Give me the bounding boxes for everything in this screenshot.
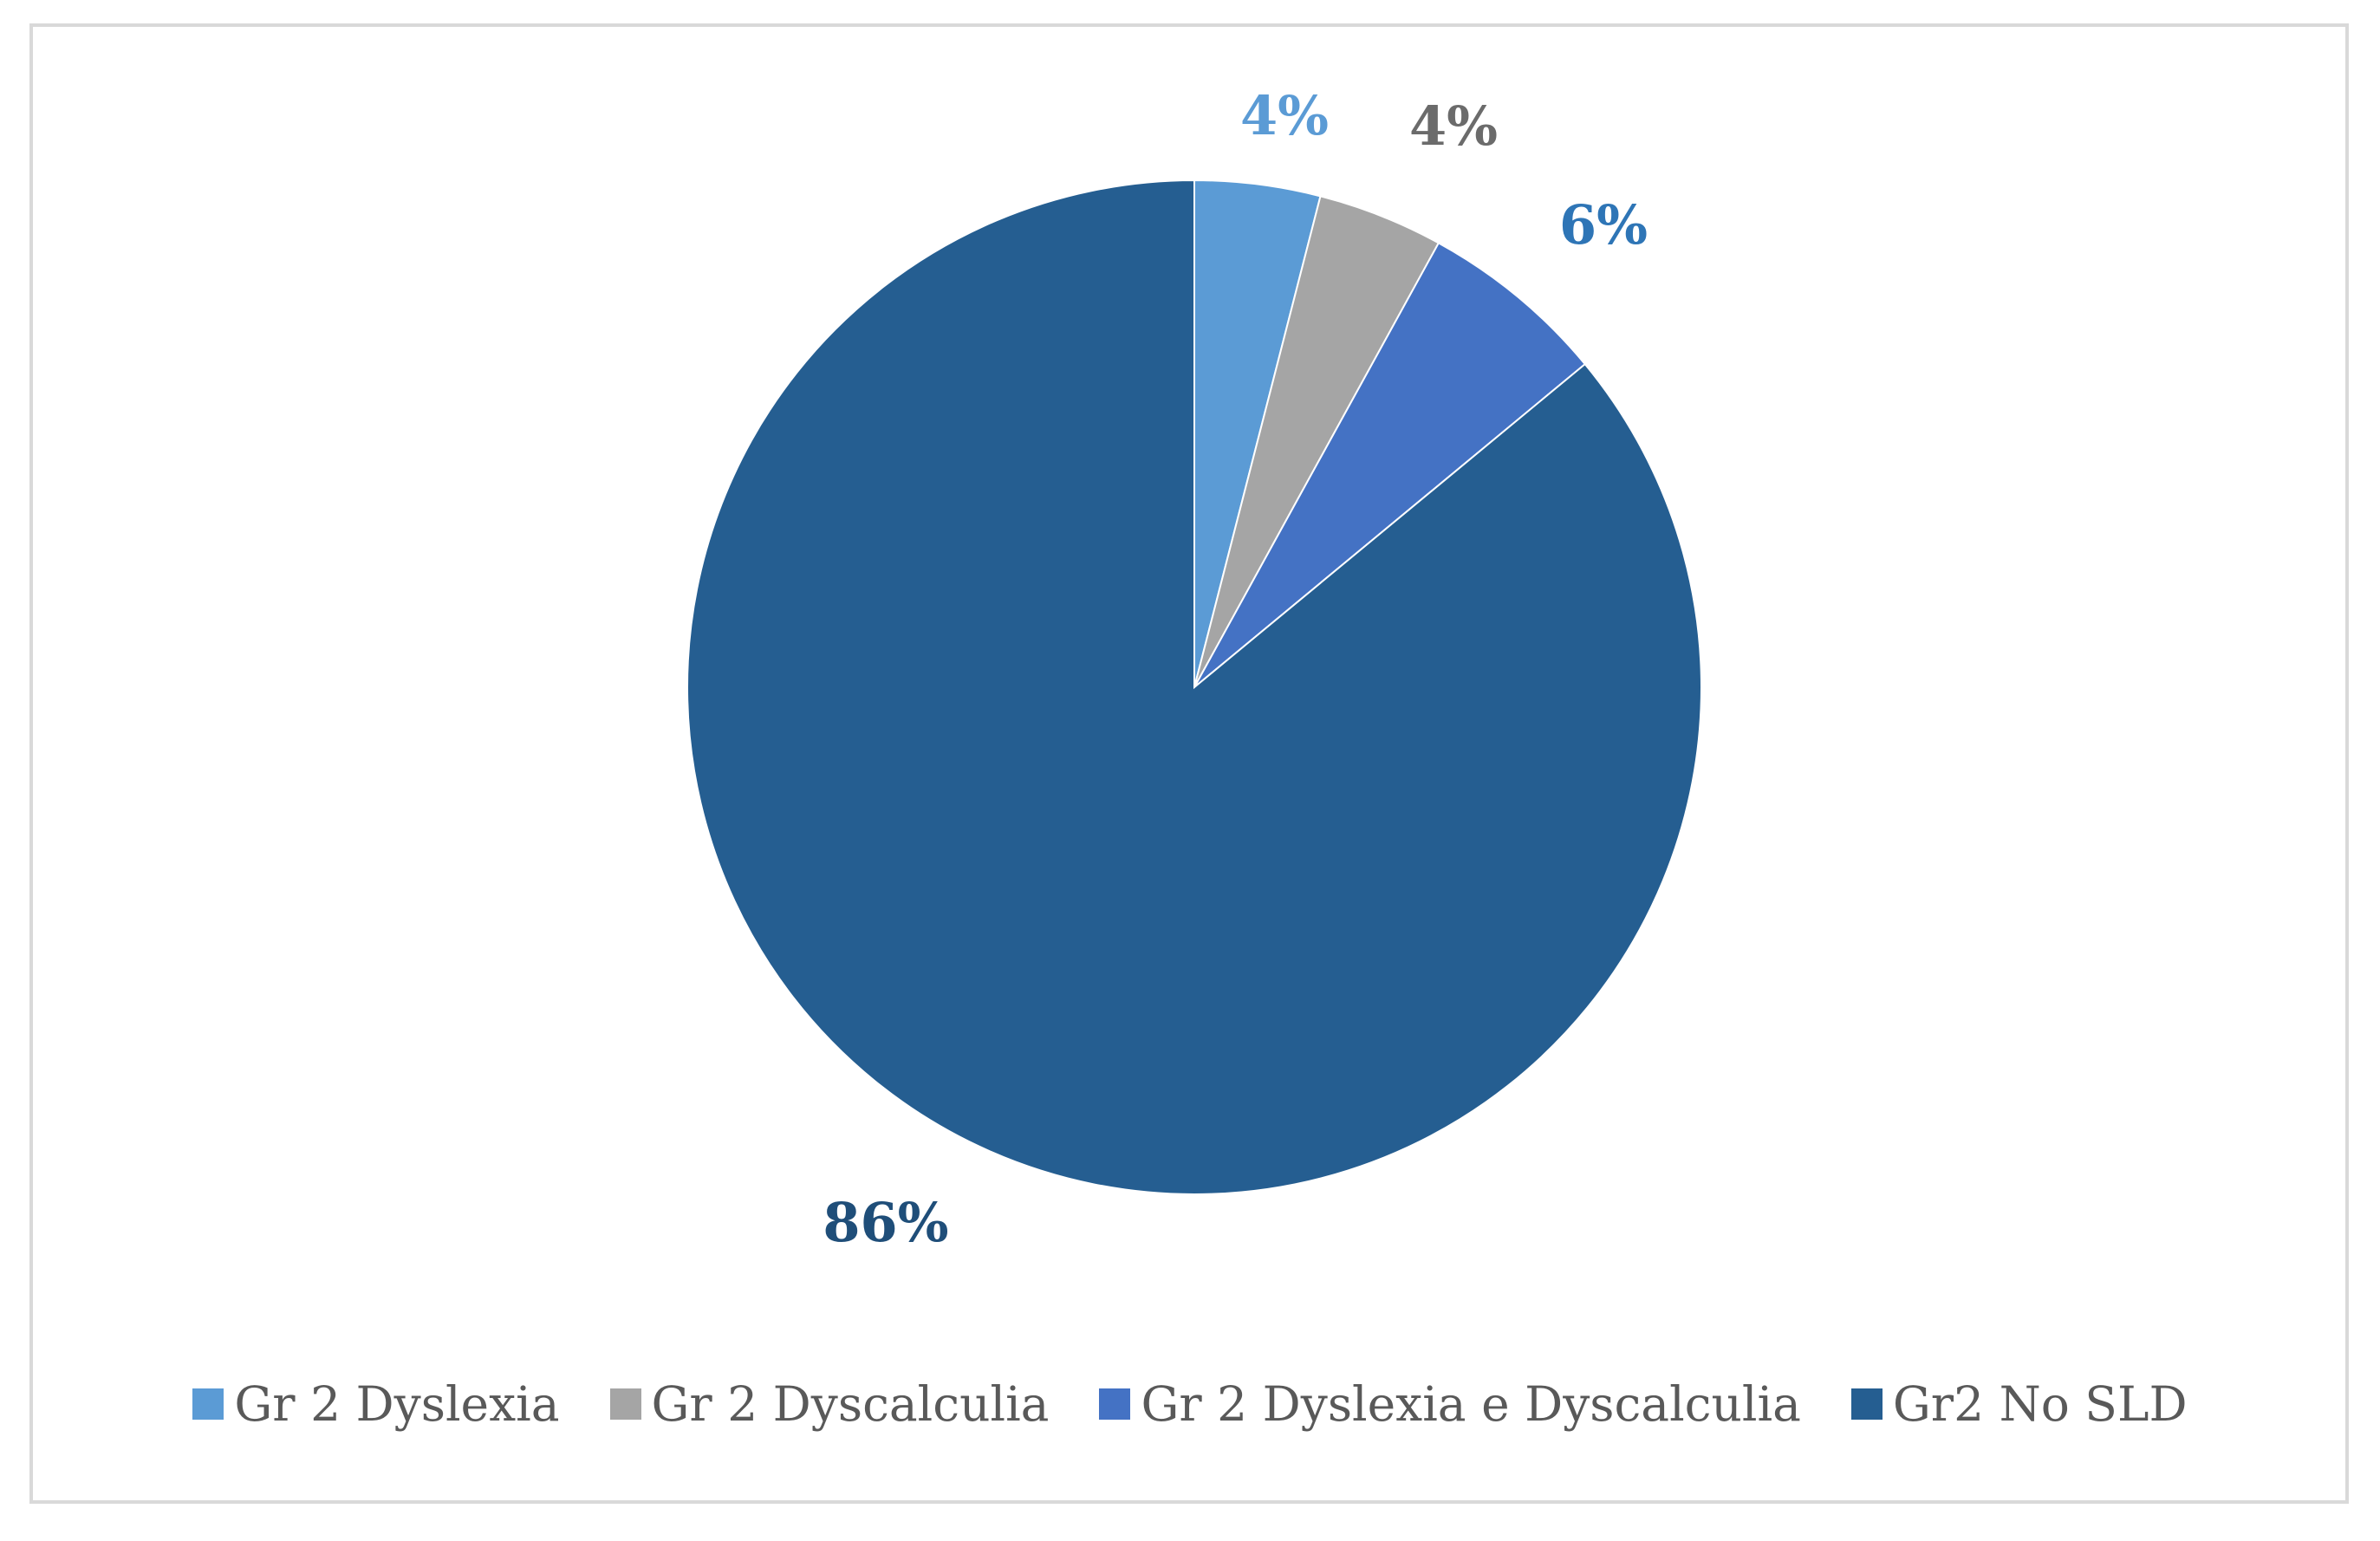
pie-slice-gr2-no-sld	[686, 179, 1702, 1195]
legend-item-gr2-dyslexia: Gr 2 Dyslexia	[192, 1376, 560, 1432]
legend-label-gr2-dyslexia: Gr 2 Dyslexia	[234, 1376, 560, 1432]
legend: Gr 2 Dyslexia Gr 2 Dyscalculia Gr 2 Dysl…	[0, 1376, 2380, 1432]
legend-item-gr2-dyslexia-e-dyscalculia: Gr 2 Dyslexia e Dyscalculia	[1099, 1376, 1801, 1432]
data-label-gr-2-dyslexia: 4%	[1240, 84, 1329, 147]
pie-slices	[686, 179, 1702, 1195]
legend-label-gr2-no-sld: Gr2 No SLD	[1892, 1376, 2188, 1432]
legend-label-gr2-dyscalculia: Gr 2 Dyscalculia	[651, 1376, 1050, 1432]
legend-swatch-gr2-dyscalculia	[609, 1388, 641, 1420]
legend-swatch-gr2-dyslexia	[192, 1388, 224, 1420]
data-label-gr-2-dyslexia-e-dyscalculia: 6%	[1559, 193, 1648, 257]
legend-swatch-gr2-dyslexia-e-dyscalculia	[1099, 1388, 1131, 1420]
legend-item-gr2-dyscalculia: Gr 2 Dyscalculia	[609, 1376, 1050, 1432]
data-label-gr2-no-sld: 86%	[823, 1191, 948, 1254]
legend-label-gr2-dyslexia-e-dyscalculia: Gr 2 Dyslexia e Dyscalculia	[1141, 1376, 1801, 1432]
legend-swatch-gr2-no-sld	[1850, 1388, 1883, 1420]
data-label-gr-2-dyscalculia: 4%	[1409, 94, 1498, 158]
pie-data-labels: 4% 4% 6% 86%	[823, 84, 1648, 1254]
legend-item-gr2-no-sld: Gr2 No SLD	[1850, 1376, 2188, 1432]
pie-slice-gr-2-dyslexia-e-dyscalculia	[1193, 242, 1587, 688]
